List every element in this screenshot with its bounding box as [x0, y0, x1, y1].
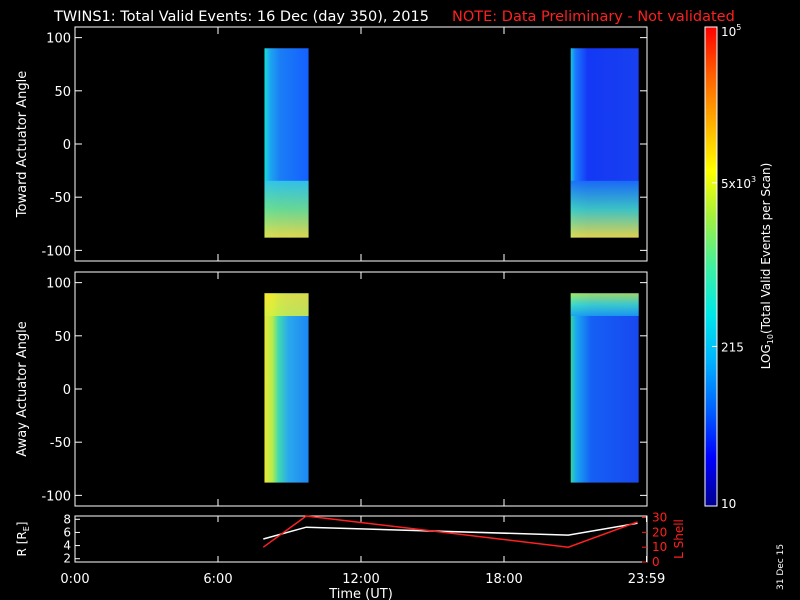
y-tick-label: 2 — [63, 552, 71, 566]
l-shell-line — [262, 515, 638, 548]
y-tick-label: 100 — [46, 32, 71, 47]
colorbar-tick-base: 5x10 — [721, 177, 751, 191]
y-tick-label-right: 0 — [652, 555, 660, 569]
colorbar-label-sub: 10 — [766, 334, 775, 344]
colorbar-tick-exponent: 3 — [751, 175, 756, 184]
y-tick-label: 0 — [63, 138, 71, 153]
y-axis-label-sub: E — [22, 526, 31, 531]
toward-angle-panel: 100 50 0 -50 -100 Toward Actuator Angle — [15, 26, 648, 262]
colorbar-tick-label: 10 — [721, 497, 736, 511]
colorbar-frame — [704, 26, 718, 507]
colorbar-tick-label: 215 — [721, 340, 744, 354]
y-axis-label-right: L Shell — [672, 519, 686, 559]
y-tick-label: -100 — [41, 244, 71, 259]
r-distance-line — [263, 522, 638, 540]
y-tick-label-right: 20 — [652, 525, 667, 539]
x-tick-label: 0:00 — [60, 572, 89, 587]
spectrogram-top-enhancement — [570, 293, 639, 316]
y-tick-label: 8 — [63, 512, 71, 526]
y-tick-label: 50 — [54, 330, 71, 345]
y-tick-label: 50 — [54, 85, 71, 100]
y-axis-label-main: R [R — [15, 531, 29, 556]
spectrogram-bottom-enhancement — [570, 180, 639, 238]
y-tick-label: -50 — [50, 436, 71, 451]
colorbar-label-log: LOG — [759, 344, 773, 369]
colorbar-tick-base: 10 — [721, 25, 736, 39]
y-tick-label-right: 30 — [652, 510, 667, 524]
y-tick-label: 100 — [46, 277, 71, 292]
spectrogram-top-enhancement — [264, 293, 309, 316]
x-axis-label: Time (UT) — [328, 587, 393, 600]
y-tick-label: -50 — [50, 191, 71, 206]
x-tick-label: 12:00 — [342, 572, 379, 587]
preliminary-note: NOTE: Data Preliminary - Not validated — [452, 9, 735, 25]
x-tick-label: 18:00 — [485, 572, 522, 587]
spectrogram-block — [570, 293, 639, 483]
y-tick-label: -100 — [41, 489, 71, 504]
side-date-stamp: 31 Dec 15 — [776, 544, 786, 590]
y-tick-label: 4 — [63, 539, 71, 553]
spectrogram-block — [264, 293, 309, 483]
colorbar-label: LOG10(Total Valid Events per Scan) — [759, 163, 775, 370]
colorbar-tick-base: 215 — [721, 340, 744, 354]
x-tick-label: 23:59 — [628, 572, 665, 587]
colorbar-tick-label: 5x103 — [721, 175, 756, 191]
y-axis-label: Away Actuator Angle — [15, 321, 30, 456]
spectrogram-bottom-enhancement — [264, 180, 309, 238]
y-axis-label: Toward Actuator Angle — [15, 71, 30, 218]
plot-frame — [74, 271, 648, 507]
colorbar-tick-base: 10 — [721, 497, 736, 511]
y-axis-label: R [RE] — [15, 522, 31, 557]
y-tick-label: 0 — [63, 383, 71, 398]
colorbar-tick-label: 105 — [721, 23, 741, 39]
y-axis-label-end: ] — [15, 522, 29, 527]
y-tick-label-right: 10 — [652, 540, 667, 554]
chart-title: TWINS1: Total Valid Events: 16 Dec (day … — [53, 9, 429, 25]
colorbar-tick-exponent: 5 — [736, 23, 741, 32]
y-tick-label: 6 — [63, 525, 71, 539]
away-angle-panel: 100 50 0 -50 -100 Away Actuator Angle — [15, 271, 648, 507]
x-tick-label: 6:00 — [203, 572, 232, 587]
colorbar-label-rest: (Total Valid Events per Scan) — [759, 163, 773, 334]
colorbar-gradient — [705, 27, 717, 506]
plot-frame — [74, 26, 648, 262]
